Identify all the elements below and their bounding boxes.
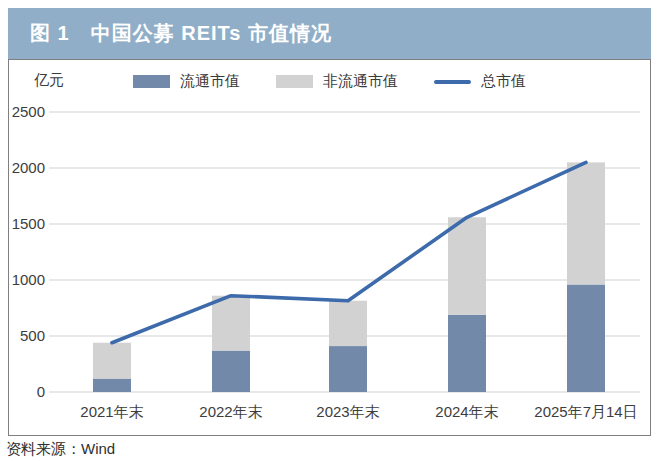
y-tick-label: 1000: [12, 271, 45, 288]
x-tick-label: 2021年末: [80, 403, 143, 420]
y-tick-label: 1500: [12, 215, 45, 232]
stacked-bar-line-plot: 0 500 1000 1500 2000 2500 2021年末 2022年末 2023年末 20…: [9, 60, 650, 435]
y-tick-label: 0: [37, 383, 45, 400]
figure-title-bar: 图 1 中国公募 REITs 市值情况: [8, 8, 651, 59]
bar-circulating-segment: [329, 346, 367, 392]
y-tick-label: 2500: [12, 103, 45, 120]
x-tick-label: 2024年末: [435, 403, 498, 420]
bar-circulating-segment: [93, 379, 131, 392]
bar-non-circulating-segment: [448, 217, 486, 314]
y-tick-label: 500: [20, 327, 45, 344]
source-note: 资料来源：Wind: [6, 440, 115, 459]
x-tick-label: 2025年7月14日: [534, 403, 637, 420]
bar-circulating-segment: [567, 284, 605, 392]
bar-non-circulating-segment: [329, 301, 367, 346]
figure-title: 图 1 中国公募 REITs 市值情况: [30, 22, 332, 44]
chart-area: 亿元 流通市值 非流通市值 总市值 0500100015002000250020…: [8, 59, 651, 436]
bar-non-circulating-segment: [212, 296, 250, 351]
y-tick-label: 2000: [12, 159, 45, 176]
bar-non-circulating-segment: [567, 162, 605, 284]
bar-non-circulating-segment: [93, 343, 131, 379]
x-tick-label: 2023年末: [316, 403, 379, 420]
bar-circulating-segment: [448, 315, 486, 392]
bar-circulating-segment: [212, 351, 250, 392]
x-tick-label: 2022年末: [199, 403, 262, 420]
